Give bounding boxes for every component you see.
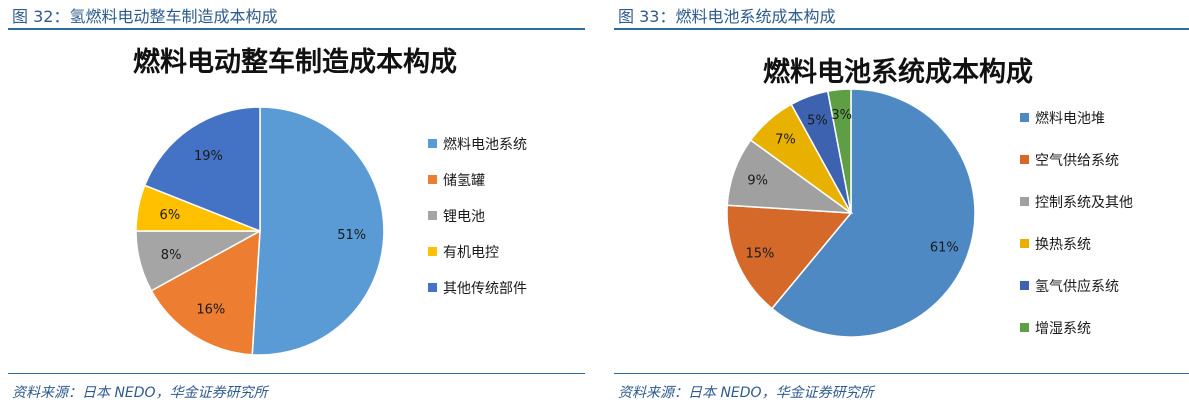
figure-caption: 图 32：氢燃料电动整车制造成本构成 [12, 7, 278, 26]
slice-label-4: 6% [160, 208, 181, 223]
pie-slice-1 [770, 88, 976, 338]
legend-swatch [1020, 155, 1029, 164]
figure-33-panel: 图 33：燃料电池系统成本构成 燃料电池系统成本构成 61% 15% 9% 7% 5% 3… [606, 0, 1189, 410]
chart-title: 燃料电池系统成本构成 [763, 57, 1033, 88]
legend-swatch [428, 211, 437, 220]
pie-slice-2 [150, 229, 261, 356]
slice-label-4: 7% [775, 133, 796, 148]
legend-swatch [428, 283, 437, 292]
slice-label-5: 5% [807, 114, 828, 129]
pie-slice-6 [826, 88, 852, 214]
pie-slice-1 [251, 106, 385, 356]
legend-label: 其他传统部件 [443, 281, 527, 297]
slice-label-1: 51% [337, 228, 366, 243]
source-note: 资料来源：日本 NEDO，华金证券研究所 [618, 385, 874, 401]
legend-swatch [1020, 281, 1029, 290]
pie-chart-vehicle-cost: 51% 16% 8% 6% 19% [135, 106, 385, 356]
legend-label: 空气供给系统 [1035, 153, 1119, 169]
legend-label: 储氢罐 [443, 173, 485, 189]
legend-label: 锂电池 [443, 209, 485, 225]
legend-swatch [1020, 239, 1029, 248]
legend-label: 控制系统及其他 [1035, 195, 1133, 211]
legend-swatch [1020, 113, 1029, 122]
slice-label-5: 19% [194, 149, 223, 164]
pie-slice-5 [143, 106, 261, 233]
figure-caption: 图 33：燃料电池系统成本构成 [618, 7, 836, 26]
slice-label-1: 61% [930, 241, 959, 256]
slice-label-6: 3% [831, 108, 852, 123]
legend-swatch [428, 139, 437, 148]
legend-label: 燃料电池堆 [1035, 111, 1105, 127]
legend-swatch [1020, 197, 1029, 206]
legend-label: 增湿系统 [1035, 321, 1091, 337]
legend-label: 燃料电池系统 [443, 137, 527, 153]
slice-label-2: 15% [746, 246, 775, 261]
source-divider [8, 373, 585, 374]
source-note: 资料来源：日本 NEDO，华金证券研究所 [12, 385, 268, 401]
slice-label-3: 9% [747, 173, 768, 188]
pie-chart-fuel-cell-cost: 61% 15% 9% 7% 5% 3% [726, 88, 976, 338]
figure-32-panel: 图 32：氢燃料电动整车制造成本构成 燃料电动整车制造成本构成 51% 16% 8%… [0, 0, 585, 410]
legend-swatch [1020, 323, 1029, 332]
legend-swatch [428, 247, 437, 256]
chart-title: 燃料电动整车制造成本构成 [133, 47, 457, 78]
caption-divider [614, 28, 1189, 30]
legend-swatch [428, 175, 437, 184]
legend-label: 换热系统 [1035, 237, 1091, 253]
slice-label-3: 8% [161, 248, 182, 263]
caption-divider [8, 28, 585, 30]
pie-slice-2 [726, 204, 853, 310]
legend-label: 氢气供应系统 [1035, 279, 1119, 295]
source-divider [614, 373, 1189, 374]
slice-label-2: 16% [196, 302, 225, 317]
legend-label: 有机电控 [443, 245, 499, 261]
